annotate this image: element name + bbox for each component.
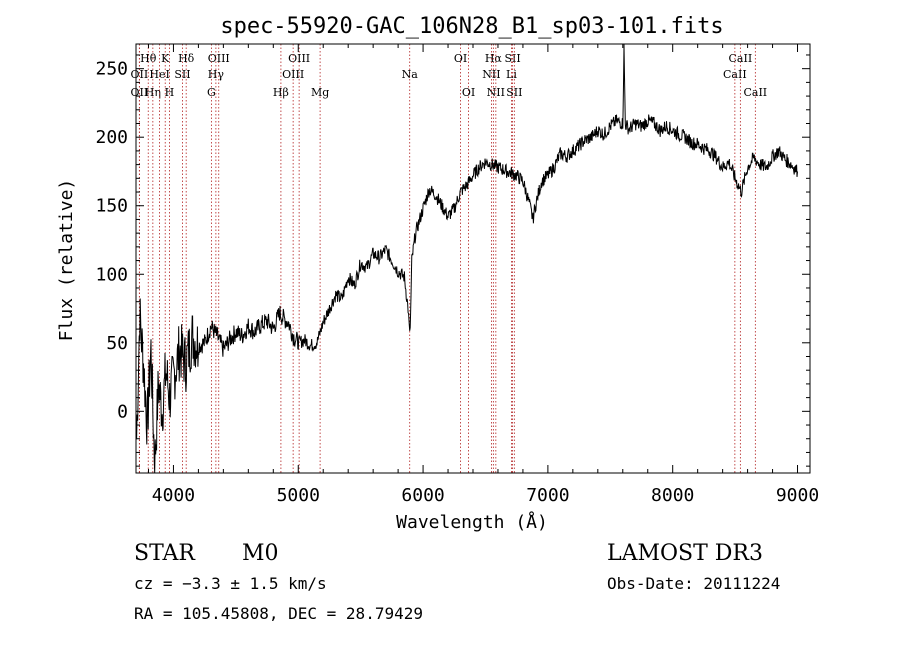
object-class: STAR	[134, 541, 196, 566]
spectral-line-label: OII	[131, 68, 149, 81]
chart-title: spec-55920-GAC_106N28_B1_sp03-101.fits	[220, 14, 723, 39]
object-subclass: M0	[242, 541, 279, 566]
spectral-line-label: G	[207, 86, 216, 99]
spectral-line-label: Hη	[145, 86, 161, 99]
spectral-line-label: Hβ	[273, 86, 289, 99]
y-tick-label: 150	[95, 196, 128, 217]
x-axis-label: Wavelength (Å)	[396, 511, 548, 533]
spectral-line-label: OIII	[208, 52, 230, 65]
x-axis: 4000 5000 6000 7000 8000 9000	[147, 44, 819, 506]
spectral-line-label: OII	[131, 86, 149, 99]
spectral-line-label: NII	[482, 68, 500, 81]
y-tick-label: 250	[95, 59, 128, 80]
plot-frame	[135, 43, 811, 474]
y-tick-label: 0	[117, 401, 128, 422]
spectral-line-label: Li	[506, 68, 517, 81]
spectrum-line	[136, 44, 798, 474]
spectral-line-label: SII	[506, 86, 522, 99]
x-tick-label: 8000	[651, 485, 694, 506]
spectral-line-label: Mg	[311, 86, 329, 99]
coordinates: RA = 105.45808, DEC = 28.79429	[134, 604, 423, 623]
spectral-line-label: OI	[454, 52, 467, 65]
x-tick-label: 9000	[776, 485, 819, 506]
spectral-line-label: Hα	[485, 52, 503, 65]
y-tick-label: 200	[95, 127, 128, 148]
x-tick-label: 5000	[277, 485, 320, 506]
spectral-line-label: NII	[487, 86, 505, 99]
survey-name: LAMOST DR3	[607, 541, 763, 566]
spectral-line-label: CaII	[729, 52, 753, 65]
spectral-line-label: OIII	[282, 68, 304, 81]
spectral-line-label: CaII	[723, 68, 747, 81]
spectral-line-label: OIII	[288, 52, 310, 65]
y-tick-label: 100	[95, 264, 128, 285]
spectral-line-label: Na	[402, 68, 419, 81]
y-axis-label: Flux (relative)	[56, 179, 77, 342]
x-tick-label: 6000	[401, 485, 444, 506]
spectral-line-label: Hδ	[178, 52, 195, 65]
x-tick-label: 4000	[152, 485, 195, 506]
spectral-line-label: Hγ	[208, 68, 225, 81]
spectral-line-label: CaII	[743, 86, 767, 99]
spectral-line-label: SII	[174, 68, 190, 81]
x-tick-label: 7000	[526, 485, 569, 506]
y-axis: 0 50 100 150 200 250	[95, 54, 810, 467]
spectral-line-label: SII	[504, 52, 520, 65]
spectral-line-label: OI	[462, 86, 475, 99]
spectral-line-label: HeI	[149, 68, 169, 81]
y-tick-label: 50	[106, 333, 128, 354]
spectral-line-label: K	[161, 52, 170, 65]
spectral-line-label: H	[165, 86, 175, 99]
obs-date: Obs-Date: 20111224	[607, 574, 780, 593]
redshift-text: cz = −3.3 ± 1.5 km/s	[134, 574, 327, 593]
spectral-line-label: Hθ	[140, 52, 157, 65]
